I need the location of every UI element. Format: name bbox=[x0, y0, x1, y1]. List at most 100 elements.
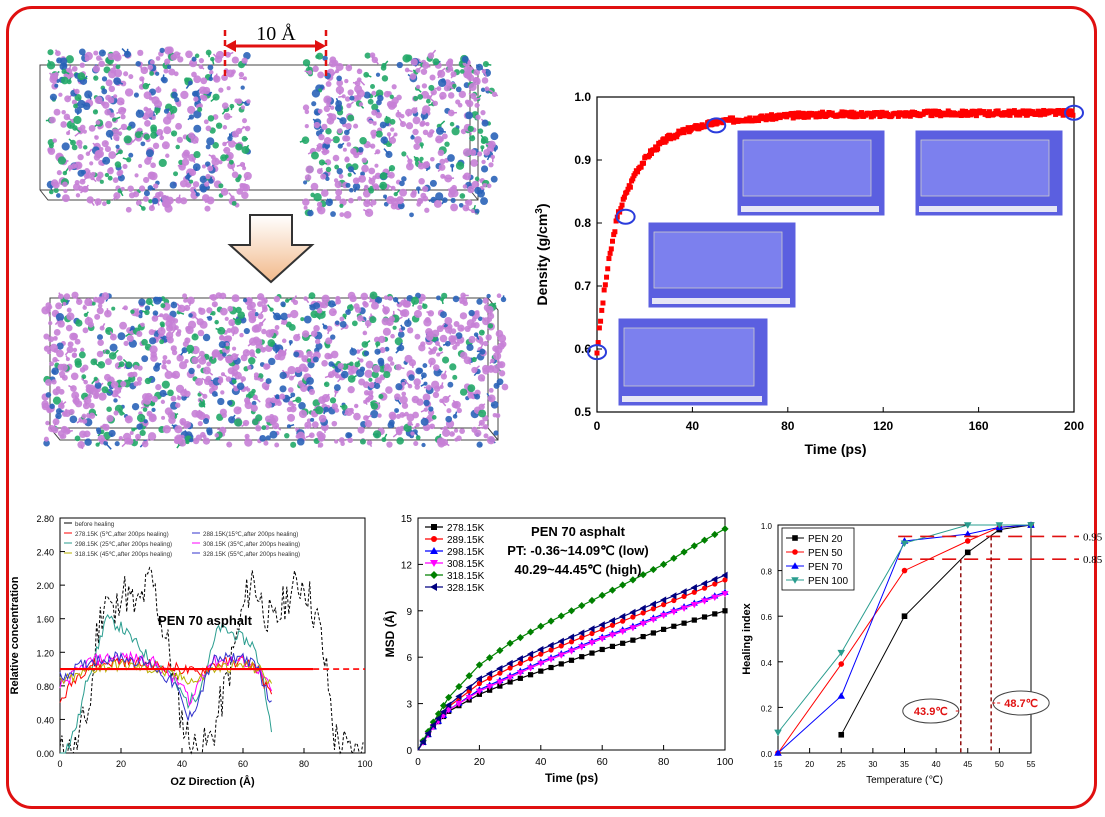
atom bbox=[391, 84, 397, 90]
bond bbox=[340, 365, 343, 372]
atom bbox=[359, 438, 366, 445]
atom bbox=[394, 337, 403, 346]
density-point bbox=[685, 125, 691, 131]
bond bbox=[335, 301, 339, 305]
bond bbox=[304, 70, 311, 74]
atom bbox=[372, 430, 382, 439]
atom bbox=[188, 367, 195, 375]
density-chart: 0 40 80 120 160 200 0.5 0.6 0.7 0.8 0.9 1.0 Time (p… bbox=[520, 75, 1095, 475]
bond bbox=[383, 148, 390, 155]
data-point bbox=[630, 637, 636, 643]
atom bbox=[264, 385, 270, 391]
atom bbox=[161, 415, 166, 420]
bond bbox=[493, 147, 496, 152]
data-point bbox=[599, 626, 605, 632]
healing-series-line bbox=[777, 524, 1032, 754]
density-point bbox=[621, 194, 627, 200]
bond bbox=[58, 304, 60, 307]
bond bbox=[58, 322, 62, 325]
x-tick-label: 0 bbox=[594, 419, 601, 433]
atom bbox=[389, 118, 396, 125]
x-tick-label: 20 bbox=[805, 760, 814, 769]
bond bbox=[397, 109, 400, 115]
atom bbox=[202, 418, 210, 425]
atom bbox=[102, 156, 111, 165]
atom bbox=[401, 309, 410, 318]
data-point bbox=[608, 586, 617, 594]
bond bbox=[338, 95, 344, 98]
atom bbox=[55, 313, 65, 322]
atom bbox=[477, 128, 484, 134]
bond bbox=[254, 397, 261, 403]
bond bbox=[449, 337, 456, 343]
bond bbox=[198, 390, 206, 397]
density-point bbox=[907, 113, 913, 119]
atom bbox=[108, 85, 116, 93]
atom bbox=[111, 306, 116, 311]
data-point bbox=[578, 602, 586, 610]
density-point bbox=[606, 256, 612, 262]
callout-label: 48.7℃ bbox=[1004, 698, 1038, 710]
atom bbox=[218, 183, 224, 189]
bond bbox=[72, 88, 78, 93]
bond bbox=[63, 70, 70, 75]
bond bbox=[296, 333, 300, 339]
data-point bbox=[629, 625, 637, 632]
atom bbox=[181, 158, 190, 166]
atom bbox=[389, 94, 394, 100]
simulation-snapshot-insets bbox=[617, 129, 1064, 407]
atom bbox=[334, 320, 340, 326]
atom bbox=[147, 432, 157, 441]
atom bbox=[176, 329, 182, 334]
data-point bbox=[547, 656, 555, 663]
atom bbox=[108, 151, 117, 159]
atom bbox=[162, 355, 168, 360]
atom bbox=[124, 88, 134, 97]
atom bbox=[386, 441, 393, 448]
atom bbox=[397, 331, 405, 338]
atom bbox=[240, 376, 247, 382]
bond bbox=[47, 59, 52, 66]
bond bbox=[55, 387, 59, 390]
bond bbox=[331, 303, 337, 307]
atom bbox=[45, 420, 50, 426]
atom bbox=[435, 192, 444, 201]
atom bbox=[221, 102, 229, 110]
bond bbox=[145, 83, 151, 87]
bond bbox=[260, 308, 266, 314]
atom bbox=[396, 61, 403, 69]
bond bbox=[406, 69, 413, 73]
atom bbox=[97, 334, 103, 341]
atom bbox=[286, 406, 293, 413]
data-point bbox=[506, 674, 514, 681]
atom bbox=[424, 207, 430, 213]
atom bbox=[217, 355, 224, 361]
bond bbox=[198, 399, 204, 405]
bond bbox=[365, 74, 372, 78]
atom bbox=[428, 84, 435, 91]
atom bbox=[218, 87, 224, 93]
atom bbox=[490, 175, 498, 183]
atom bbox=[239, 161, 246, 168]
data-point bbox=[439, 708, 447, 716]
atom bbox=[336, 79, 344, 87]
legend-label: 318.15K (45℃,after 200ps healing) bbox=[75, 551, 172, 558]
atom bbox=[151, 407, 156, 412]
atom bbox=[313, 325, 320, 332]
bond bbox=[324, 374, 331, 379]
data-point bbox=[608, 616, 616, 625]
bond bbox=[139, 325, 142, 328]
atom bbox=[300, 384, 308, 393]
atom bbox=[431, 380, 440, 389]
atom bbox=[49, 189, 54, 195]
atom bbox=[67, 164, 74, 171]
bond bbox=[362, 186, 367, 191]
atom bbox=[189, 437, 194, 443]
bond bbox=[102, 159, 107, 163]
atom bbox=[432, 391, 440, 399]
data-point bbox=[629, 576, 637, 584]
density-point bbox=[594, 350, 600, 356]
atom bbox=[118, 169, 124, 175]
atom bbox=[441, 356, 450, 364]
atom bbox=[72, 347, 78, 353]
